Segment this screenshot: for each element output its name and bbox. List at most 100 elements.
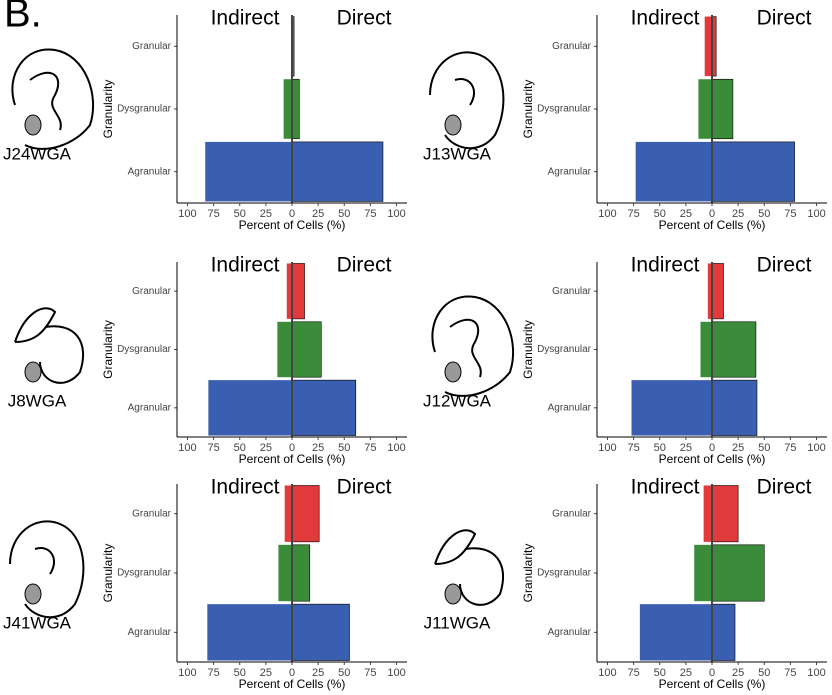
- x-tick-label: 75: [784, 442, 796, 454]
- bar-indirect: [208, 380, 292, 435]
- specimen-label: J41WGA: [3, 613, 72, 632]
- legend-direct: Direct: [757, 7, 812, 30]
- category-label: Agranular: [128, 166, 172, 177]
- brain-sketch: [10, 521, 83, 617]
- bar-direct: [292, 545, 310, 601]
- y-axis-label: Granularity: [101, 320, 115, 379]
- bar-indirect: [205, 142, 292, 202]
- x-tick-label: 100: [387, 208, 405, 220]
- brain-sketch: [430, 52, 503, 148]
- x-tick-label: 100: [807, 667, 825, 679]
- category-label: Agranular: [128, 627, 172, 638]
- legend-indirect: Indirect: [631, 476, 700, 499]
- legend-direct: Direct: [757, 476, 812, 499]
- brain-outline: [430, 52, 503, 148]
- x-tick-label: 75: [207, 442, 219, 454]
- x-tick-label: 100: [387, 667, 405, 679]
- category-label: Agranular: [548, 627, 592, 638]
- legend-direct: Direct: [337, 476, 392, 499]
- x-axis-label: Percent of Cells (%): [659, 452, 766, 466]
- brain-outline: [432, 296, 513, 395]
- x-tick-label: 100: [178, 667, 196, 679]
- x-tick-label: 100: [598, 667, 616, 679]
- bar-direct: [712, 604, 735, 660]
- bar-direct: [712, 142, 795, 202]
- x-tick-label: 100: [807, 442, 825, 454]
- brain-outline: [12, 49, 93, 148]
- bar-direct: [292, 79, 299, 139]
- bar-indirect: [278, 545, 292, 601]
- category-label: Dysgranular: [117, 344, 172, 355]
- bar-indirect: [636, 142, 712, 202]
- specimen-label: J12WGA: [423, 391, 492, 410]
- category-label: Granular: [552, 286, 592, 297]
- injection-site: [445, 584, 461, 604]
- bar-indirect: [701, 322, 713, 377]
- injection-site: [25, 584, 41, 604]
- bar-indirect: [284, 79, 292, 139]
- injection-site: [25, 115, 41, 135]
- legend-direct: Direct: [337, 7, 392, 30]
- legend-indirect: Indirect: [211, 7, 280, 30]
- bar-indirect: [632, 380, 713, 435]
- category-label: Agranular: [128, 402, 172, 413]
- x-tick-label: 100: [178, 442, 196, 454]
- x-tick-label: 75: [784, 667, 796, 679]
- figure: B. J24WGA Granular Dysgranular Agranular 100…: [0, 0, 832, 695]
- brain-sketch: [435, 530, 503, 605]
- x-tick-label: 100: [178, 208, 196, 220]
- bar-direct: [292, 485, 319, 541]
- category-label: Granular: [132, 286, 172, 297]
- brain-sketch: [12, 49, 93, 148]
- bar-direct: [712, 485, 738, 541]
- bar-direct: [292, 380, 356, 435]
- bar-direct: [292, 604, 350, 660]
- legend-indirect: Indirect: [631, 254, 700, 277]
- category-label: Granular: [132, 508, 172, 519]
- category-label: Dysgranular: [537, 104, 592, 115]
- bar-indirect: [705, 17, 712, 77]
- figure-label: B.: [4, 0, 42, 36]
- legend-indirect: Indirect: [631, 7, 700, 30]
- specimen-label: J24WGA: [3, 144, 72, 163]
- x-tick-label: 75: [364, 442, 376, 454]
- bar-direct: [712, 322, 756, 377]
- bar-indirect: [285, 485, 292, 541]
- x-tick-label: 75: [207, 667, 219, 679]
- bar-direct: [292, 322, 321, 377]
- category-label: Agranular: [548, 402, 592, 413]
- x-tick-label: 75: [627, 208, 639, 220]
- category-label: Dysgranular: [537, 344, 592, 355]
- x-tick-label: 75: [784, 208, 796, 220]
- y-axis-label: Granularity: [101, 80, 115, 139]
- bar-direct: [292, 142, 383, 202]
- x-tick-label: 75: [364, 667, 376, 679]
- bar-indirect: [277, 322, 292, 377]
- brain-sketch: [15, 308, 83, 383]
- bar-direct: [712, 545, 764, 601]
- bar-direct: [712, 79, 733, 139]
- category-label: Dysgranular: [537, 568, 592, 579]
- legend-indirect: Indirect: [211, 476, 280, 499]
- injection-site: [25, 362, 41, 382]
- bar-indirect: [704, 485, 712, 541]
- injection-site: [445, 362, 461, 382]
- x-tick-label: 100: [598, 442, 616, 454]
- bar-direct: [712, 380, 757, 435]
- x-axis-label: Percent of Cells (%): [239, 218, 346, 232]
- x-axis-label: Percent of Cells (%): [239, 677, 346, 691]
- x-tick-label: 100: [598, 208, 616, 220]
- bar-indirect: [640, 604, 712, 660]
- legend-direct: Direct: [757, 254, 812, 277]
- legend-direct: Direct: [337, 254, 392, 277]
- x-tick-label: 75: [207, 208, 219, 220]
- x-axis-label: Percent of Cells (%): [239, 452, 346, 466]
- x-tick-label: 75: [627, 442, 639, 454]
- bar-indirect: [207, 604, 292, 660]
- specimen-label: J13WGA: [423, 144, 492, 163]
- x-axis-label: Percent of Cells (%): [659, 218, 766, 232]
- bar-direct: [712, 263, 724, 318]
- x-tick-label: 100: [387, 442, 405, 454]
- x-tick-label: 75: [364, 208, 376, 220]
- x-tick-label: 75: [627, 667, 639, 679]
